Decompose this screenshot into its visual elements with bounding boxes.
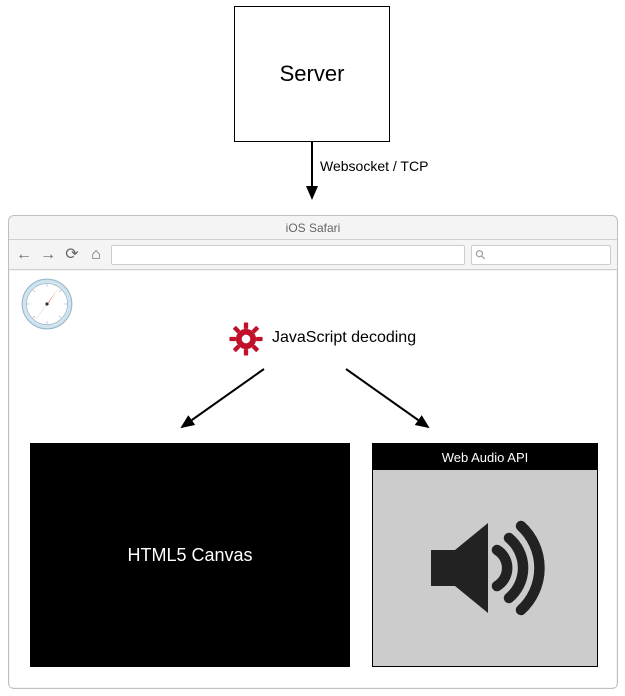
server-node: Server	[234, 6, 390, 142]
back-icon[interactable]: ←	[15, 247, 33, 263]
speaker-icon	[410, 493, 560, 643]
forward-icon[interactable]: →	[39, 247, 57, 263]
arrow-to-audio	[340, 365, 440, 437]
arrow-server-to-browser	[300, 142, 324, 208]
decoding-label: JavaScript decoding	[272, 329, 416, 347]
url-bar[interactable]	[111, 245, 465, 265]
audio-node: Web Audio API	[372, 443, 598, 667]
audio-body	[373, 470, 597, 666]
home-icon[interactable]: ⌂	[87, 247, 105, 263]
browser-title: iOS Safari	[286, 221, 341, 235]
safari-logo-icon	[20, 277, 74, 331]
canvas-label: HTML5 Canvas	[127, 545, 252, 566]
arrow-to-canvas	[170, 365, 270, 437]
canvas-node: HTML5 Canvas	[30, 443, 350, 667]
browser-toolbar: ← → ⟳ ⌂ ⚲	[9, 240, 617, 270]
search-icon: ⚲	[472, 245, 490, 263]
browser-content: JavaScript decoding HTML5 Canvas Web Aud…	[10, 271, 616, 687]
audio-title: Web Audio API	[373, 444, 597, 470]
connection-label: Websocket / TCP	[320, 158, 428, 174]
server-label: Server	[280, 61, 345, 87]
reload-icon[interactable]: ⟳	[63, 247, 81, 263]
gear-icon	[228, 321, 264, 357]
browser-window: iOS Safari ← → ⟳ ⌂ ⚲	[8, 215, 618, 689]
audio-title-label: Web Audio API	[442, 450, 529, 465]
search-bar[interactable]: ⚲	[471, 245, 611, 265]
browser-titlebar: iOS Safari	[9, 216, 617, 240]
